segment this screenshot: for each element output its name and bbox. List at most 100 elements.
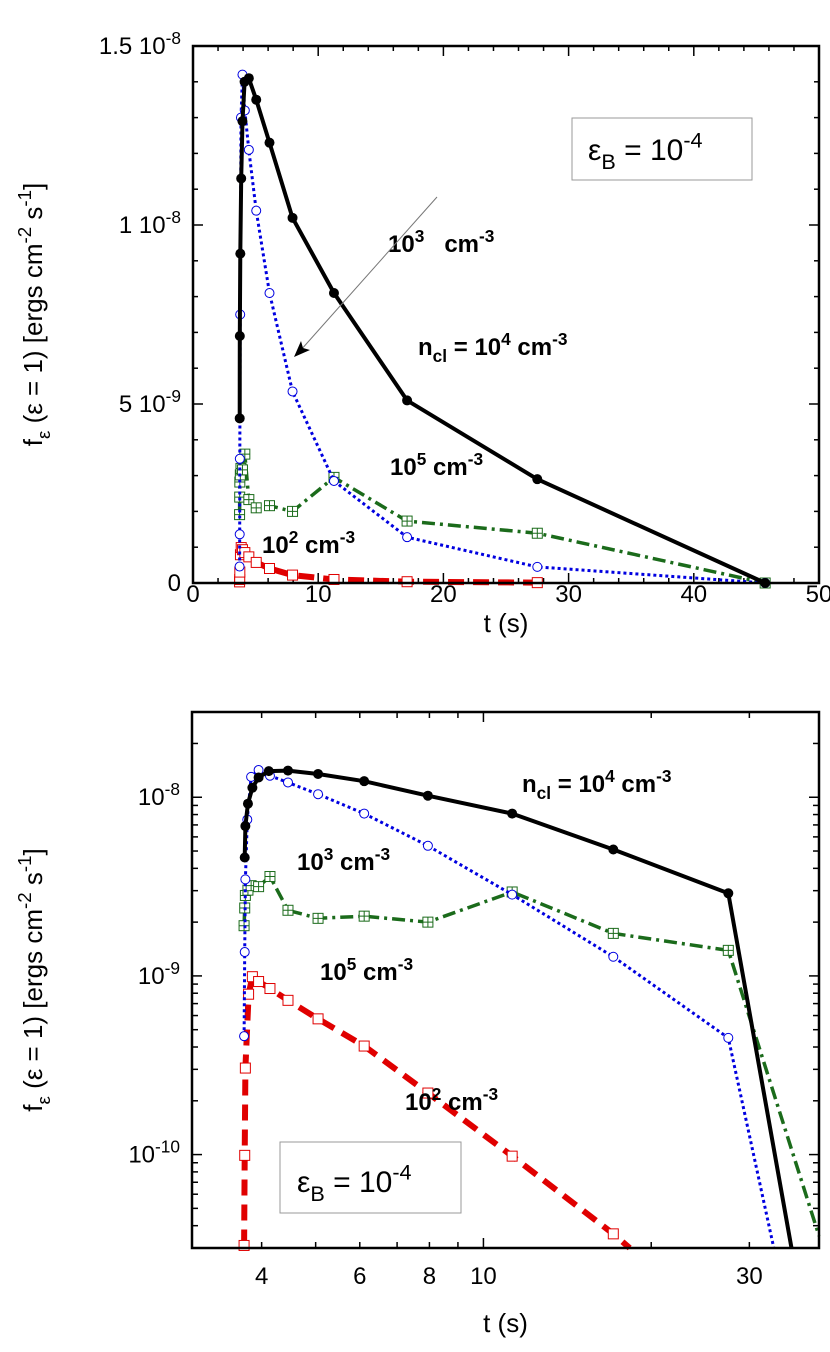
data-point-open-square (607, 1228, 619, 1240)
data-point-crossed-square (287, 505, 299, 517)
data-point-filled-circle (532, 474, 543, 485)
series-line-0 (241, 973, 632, 1251)
marker-cross (402, 516, 413, 527)
data-point-open-circle (234, 529, 245, 540)
series-line-3 (237, 76, 767, 585)
x-tick-label: 10 (470, 1263, 497, 1290)
data-point-filled-circle (243, 73, 254, 84)
data-point-open-circle (359, 808, 370, 819)
data-point-crossed-square (263, 500, 275, 512)
series-label: 102 cm-3 (262, 527, 355, 559)
annotation-box-text: εB = 10-4 (588, 127, 703, 174)
x-tick-label: 30 (736, 1263, 763, 1290)
data-point-filled-circle (235, 248, 246, 259)
data-point-open-square (287, 569, 299, 581)
data-point-crossed-square (264, 871, 276, 883)
data-point-open-square (312, 1013, 324, 1025)
data-point-filled-circle (723, 888, 734, 899)
x-tick-label: 40 (680, 581, 707, 608)
marker-cross (243, 494, 254, 505)
annotation-box (571, 117, 753, 181)
plot-frame (191, 44, 821, 585)
data-point-crossed-square (250, 502, 262, 514)
marker-cross (723, 945, 734, 956)
data-point-filled-circle (234, 413, 245, 424)
y-tick-label: 1 10-8 (119, 207, 181, 239)
series-label: 102 cm-3 (405, 1084, 498, 1116)
marker-cross (313, 913, 324, 924)
y-axis-title: fε (ε = 1) [ergs cm-2 s-1] (14, 183, 54, 446)
x-tick-label: 50 (806, 581, 830, 608)
marker-cross (251, 502, 262, 513)
x-axis-title: t (s) (484, 608, 529, 638)
data-point-crossed-square (253, 881, 265, 893)
data-point-crossed-square (282, 904, 294, 916)
marker-cross (422, 917, 433, 928)
data-point-filled-circle (247, 782, 258, 793)
data-point-filled-circle (328, 288, 339, 299)
y-tick-label: 1.5 10-8 (99, 28, 181, 60)
data-point-open-circle (243, 144, 254, 155)
data-point-open-square (243, 551, 255, 563)
series-label: 103 cm-3 (297, 844, 390, 876)
data-point-filled-circle (242, 798, 253, 809)
data-point-crossed-square (243, 494, 255, 506)
data-point-open-circle (234, 561, 245, 572)
data-point-open-square (239, 1149, 251, 1161)
data-point-open-square (358, 1040, 370, 1052)
data-point-filled-circle (507, 808, 518, 819)
marker-cross (608, 928, 619, 939)
data-point-open-circle (287, 386, 298, 397)
plot-frame (190, 710, 821, 1250)
data-point-crossed-square (607, 927, 619, 939)
series-label: ncl = 104 cm-3 (418, 329, 568, 366)
data-point-open-circle (608, 951, 619, 962)
data-point-open-square (422, 1087, 434, 1099)
data-point-open-circle (234, 453, 245, 464)
data-point-filled-circle (313, 768, 324, 779)
data-point-open-circle (240, 874, 251, 885)
series-label: 105 cm-3 (390, 449, 483, 481)
data-point-open-circle (264, 288, 275, 299)
x-tick-label: 6 (353, 1263, 366, 1290)
y-tick-label: 10-10 (128, 1136, 180, 1168)
series-group (234, 69, 771, 589)
y-tick-label: 10-8 (138, 779, 180, 811)
data-point-filled-circle (402, 395, 413, 406)
data-point-open-square (243, 988, 255, 1000)
data-point-open-square (282, 994, 294, 1006)
data-point-open-circle (328, 475, 339, 486)
data-point-open-circle (532, 561, 543, 572)
series-line-1 (237, 452, 766, 585)
x-tick-label: 30 (555, 581, 582, 608)
marker-cross (287, 506, 298, 517)
data-point-open-square (506, 1150, 518, 1162)
marker-cross (264, 871, 275, 882)
data-point-open-square (264, 983, 276, 995)
x-tick-label: 10 (305, 581, 332, 608)
data-point-crossed-square (401, 515, 413, 527)
data-point-open-circle (239, 1031, 250, 1042)
linear-panel: 0 10 20 30 40 50 0 5 10-9 1 10-8 1.5 10-8 t (s) fε … (14, 28, 830, 638)
data-point-open-square (253, 976, 265, 988)
marker-cross (282, 905, 293, 916)
data-point-open-circle (402, 532, 413, 543)
x-tick-label: 0 (186, 581, 199, 608)
data-point-open-circle (282, 777, 293, 788)
marker-cross (532, 528, 543, 539)
x-tick-label: 20 (430, 581, 457, 608)
data-point-open-square (238, 1239, 250, 1251)
data-point-open-circle (251, 205, 262, 216)
annotation-box (279, 1141, 462, 1214)
data-point-filled-circle (422, 790, 433, 801)
marker-cross (264, 500, 275, 511)
data-point-filled-circle (234, 330, 245, 341)
y-tick-label: 0 (168, 570, 181, 597)
data-point-open-square (263, 563, 275, 575)
data-point-open-square (250, 556, 262, 568)
data-point-filled-circle (263, 766, 274, 777)
data-point-filled-circle (240, 821, 251, 832)
x-tick-label: 8 (423, 1263, 436, 1290)
data-point-open-square (239, 1062, 251, 1074)
